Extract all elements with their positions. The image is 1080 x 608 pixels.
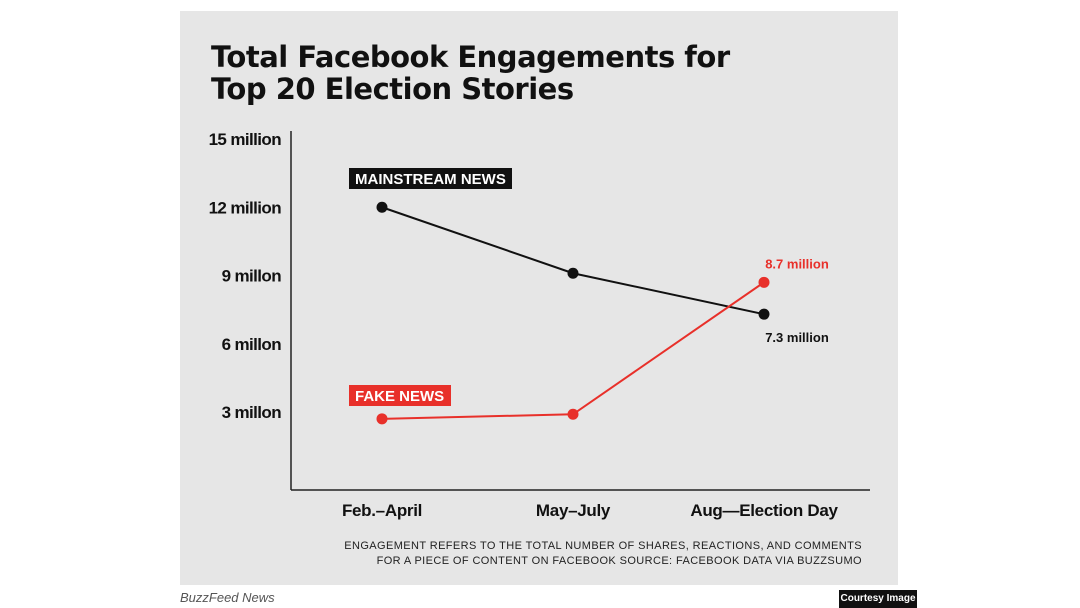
y-tick-label: 9 millon [222, 267, 282, 286]
series-tag-mainstream-news: MAINSTREAM NEWS [349, 168, 512, 189]
series-layer: 7.3 million 8.7 million [376, 201, 829, 425]
footnote: ENGAGEMENT REFERS TO THE TOTAL NUMBER OF… [302, 539, 862, 569]
series-tag-background [349, 168, 512, 189]
chart-title: Total Facebook Engagements for Top 20 El… [211, 41, 730, 105]
series-tag-background [349, 385, 451, 406]
data-label: 8.7 million [765, 256, 829, 271]
series-fake-news: 8.7 million [376, 256, 829, 425]
y-tick-label: 3 millon [222, 403, 282, 422]
data-point [376, 413, 388, 425]
footnote-line-2: FOR A PIECE OF CONTENT ON FACEBOOK SOURC… [376, 555, 862, 567]
y-tick-label: 15 million [209, 130, 282, 149]
x-tick-label: May–July [536, 501, 611, 520]
x-tick-label: Aug—Election Day [690, 501, 838, 520]
series-tags: MAINSTREAM NEWS FAKE NEWS [349, 168, 512, 406]
courtesy-badge: Courtesy Image [839, 590, 917, 608]
chart-title-line-2: Top 20 Election Stories [211, 72, 574, 106]
chart-panel: Total Facebook Engagements for Top 20 El… [180, 11, 898, 585]
data-point [567, 267, 579, 279]
data-point [758, 276, 770, 288]
data-point [376, 201, 388, 213]
data-point [567, 408, 579, 420]
x-tick-label: Feb.–April [342, 501, 422, 520]
data-label: 7.3 million [765, 330, 829, 345]
x-axis-labels: Feb.–April May–July Aug—Election Day [342, 501, 839, 520]
footnote-line-1: ENGAGEMENT REFERS TO THE TOTAL NUMBER OF… [344, 540, 862, 552]
series-tag-label: FAKE NEWS [355, 388, 444, 405]
series-tag-fake-news: FAKE NEWS [349, 385, 451, 406]
source-credit: BuzzFeed News [180, 590, 275, 605]
axes [290, 131, 870, 491]
chart-title-line-1: Total Facebook Engagements for [211, 40, 730, 74]
line-chart: 3 millon 6 millon 9 millon 12 million 15 mil… [209, 130, 870, 520]
y-tick-label: 12 million [209, 198, 282, 217]
y-tick-label: 6 millon [222, 335, 282, 354]
series-tag-label: MAINSTREAM NEWS [355, 171, 506, 188]
data-point [758, 308, 770, 320]
series-mainstream-news: 7.3 million [376, 201, 829, 345]
y-axis-labels: 3 millon 6 millon 9 millon 12 million 15 mil… [209, 130, 282, 422]
series-line [381, 206, 765, 316]
